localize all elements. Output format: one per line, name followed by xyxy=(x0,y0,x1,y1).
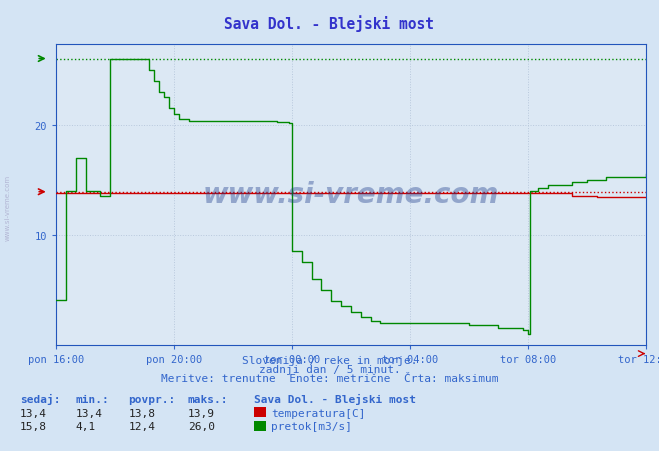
Text: www.si-vreme.com: www.si-vreme.com xyxy=(5,175,11,240)
Text: Sava Dol. - Blejski most: Sava Dol. - Blejski most xyxy=(254,393,416,404)
Text: 4,1: 4,1 xyxy=(76,421,96,431)
Text: Meritve: trenutne  Enote: metrične  Črta: maksimum: Meritve: trenutne Enote: metrične Črta: … xyxy=(161,373,498,383)
Text: povpr.:: povpr.: xyxy=(129,394,176,404)
Text: zadnji dan / 5 minut.: zadnji dan / 5 minut. xyxy=(258,364,401,374)
Text: Slovenija / reke in morje.: Slovenija / reke in morje. xyxy=(242,355,417,365)
Text: temperatura[C]: temperatura[C] xyxy=(271,408,365,418)
Text: min.:: min.: xyxy=(76,394,109,404)
Text: 13,4: 13,4 xyxy=(20,408,47,418)
Text: www.si-vreme.com: www.si-vreme.com xyxy=(203,181,499,209)
Text: 15,8: 15,8 xyxy=(20,421,47,431)
Text: Sava Dol. - Blejski most: Sava Dol. - Blejski most xyxy=(225,15,434,32)
Text: pretok[m3/s]: pretok[m3/s] xyxy=(271,421,352,431)
Text: 26,0: 26,0 xyxy=(188,421,215,431)
Text: 12,4: 12,4 xyxy=(129,421,156,431)
Text: 13,4: 13,4 xyxy=(76,408,103,418)
Text: 13,8: 13,8 xyxy=(129,408,156,418)
Text: maks.:: maks.: xyxy=(188,394,228,404)
Text: sedaj:: sedaj: xyxy=(20,393,60,404)
Text: 13,9: 13,9 xyxy=(188,408,215,418)
